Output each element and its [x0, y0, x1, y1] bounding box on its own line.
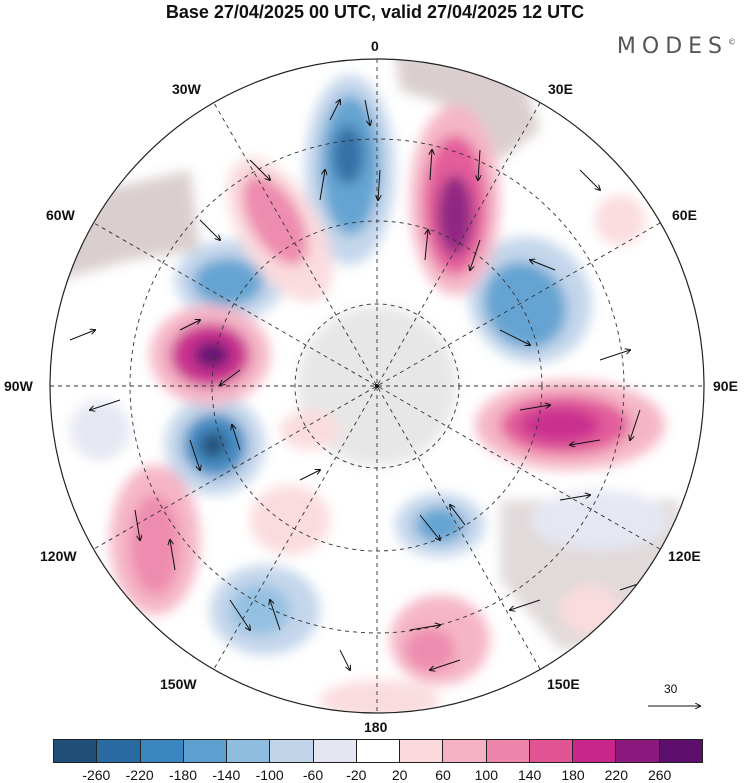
colorbar-tick-label: 140 — [517, 767, 542, 783]
label-90e: 90E — [713, 378, 738, 394]
label-90w: 90W — [4, 378, 33, 394]
colorbar-tick-label: 220 — [604, 767, 629, 783]
colorbar-swatch — [400, 740, 444, 762]
colorbar-tick-label: -220 — [125, 767, 154, 783]
colorbar-swatch — [573, 740, 617, 762]
label-120e: 120E — [668, 548, 701, 564]
colorbar-swatch — [270, 740, 314, 762]
anomaly-field — [50, 59, 704, 713]
label-0: 0 — [371, 38, 379, 54]
colorbar-swatch — [616, 740, 660, 762]
colorbar-swatch — [313, 740, 357, 762]
colorbar-swatch — [443, 740, 487, 762]
colorbar-tick-label: -20 — [346, 767, 367, 783]
colorbar-swatch — [54, 740, 98, 762]
colorbar-swatch — [356, 740, 401, 762]
label-120w: 120W — [40, 548, 77, 564]
label-60w: 60W — [46, 207, 75, 223]
colorbar-tick-label: -180 — [168, 767, 198, 783]
colorbar — [53, 739, 703, 763]
colorbar-tick-label: -140 — [212, 767, 241, 783]
colorbar-tick-label: -60 — [302, 767, 324, 783]
colorbar-tick-label: 260 — [647, 767, 672, 783]
wind-vectors — [69, 100, 650, 670]
colorbar-tick-label: 100 — [474, 767, 499, 783]
south-pole-marker — [375, 384, 379, 388]
vector-scale-label: 30 — [664, 682, 678, 696]
colorbar-tick-label: 60 — [435, 767, 451, 783]
colorbar-swatch — [529, 740, 574, 762]
colorbar-swatch — [183, 740, 228, 762]
colorbar-tick-label: 20 — [391, 767, 408, 783]
colorbar-tick-label: -100 — [255, 767, 284, 783]
colorbar-tick-label: 180 — [561, 767, 585, 783]
label-60e: 60E — [672, 207, 697, 223]
colorbar-tick-label: -260 — [82, 767, 111, 783]
label-30e: 30E — [548, 81, 573, 97]
colorbar-swatch — [97, 740, 141, 762]
map-title: Base 27/04/2025 00 UTC, valid 27/04/2025… — [165, 2, 585, 22]
graticule — [50, 59, 704, 713]
label-150w: 150W — [160, 676, 197, 692]
colorbar-swatch — [227, 740, 271, 762]
colorbar-swatch — [659, 740, 702, 762]
label-150e: 150E — [547, 676, 580, 692]
colorbar-swatch — [140, 740, 184, 762]
brand-logo: MODES© — [616, 34, 736, 59]
label-180: 180 — [364, 719, 388, 735]
map-border — [49, 58, 705, 714]
label-30w: 30W — [172, 81, 201, 97]
colorbar-swatch — [486, 740, 530, 762]
